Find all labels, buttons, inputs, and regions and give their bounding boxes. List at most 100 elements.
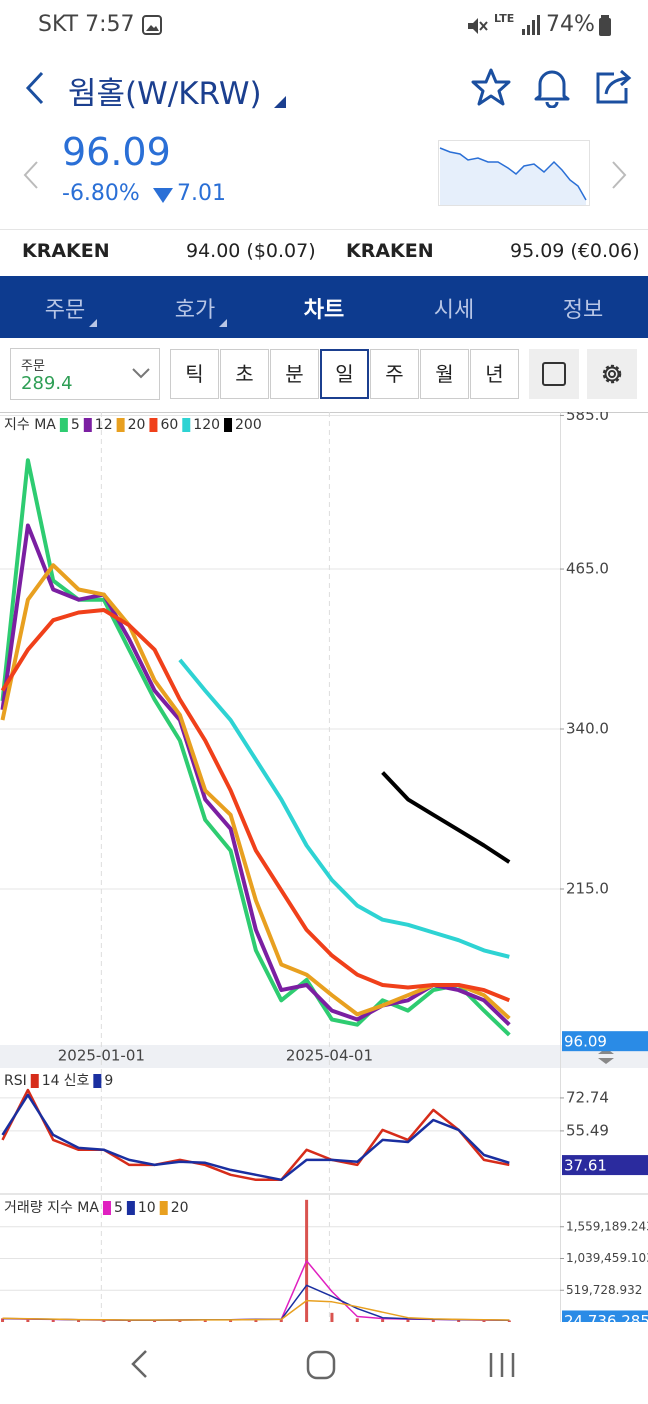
- legend-swatch: [30, 1074, 39, 1088]
- signal-icon: [522, 15, 540, 35]
- current-value-bg: [562, 1155, 648, 1176]
- status-time: SKT 7:57: [38, 12, 135, 37]
- legend-entry: 20: [128, 417, 146, 433]
- legend-swatch: [59, 418, 68, 432]
- legend-entry: 9: [104, 1073, 113, 1089]
- ma-line: [1, 1093, 510, 1182]
- legend-label: RSI: [4, 1073, 27, 1089]
- y-tick-label: 215.0: [566, 879, 609, 897]
- y-tick-label: 1,559,189.243: [566, 1219, 648, 1233]
- ma-line: [0, 563, 511, 1020]
- tab-active[interactable]: 차트: [303, 298, 345, 323]
- nav-recent[interactable]: [488, 1352, 518, 1378]
- volume-bar: [77, 1319, 81, 1322]
- fullscreen-button[interactable]: [529, 349, 579, 399]
- legend-entry: 12: [95, 417, 113, 433]
- back-button[interactable]: [22, 70, 48, 106]
- legend-title: 지수 MA: [4, 417, 56, 433]
- current-value-bg: [562, 1310, 648, 1322]
- volume-bar: [127, 1320, 131, 1322]
- sparkline: [438, 140, 590, 206]
- y-tick-label: 465.0: [566, 560, 609, 578]
- navigation-bar: [0, 1322, 648, 1404]
- ma-line: [0, 608, 511, 1003]
- current-value-box: 37.61: [562, 1155, 648, 1176]
- prev-coin-button[interactable]: [22, 160, 40, 190]
- ma-line: [1, 1088, 510, 1182]
- volume-bar: [26, 1319, 30, 1322]
- period-button[interactable]: 분: [270, 349, 319, 399]
- change-amount: 7.01: [177, 181, 226, 206]
- order-dropdown[interactable]: 주문 289.4: [10, 348, 160, 400]
- legend-entry: 5: [71, 417, 80, 433]
- volume-bar: [381, 1318, 385, 1322]
- exchange-price: 95.09 (€0.06): [510, 240, 640, 262]
- mute-icon: [468, 18, 488, 34]
- dropdown-label: 주문: [21, 359, 45, 374]
- volume-bar: [229, 1319, 233, 1322]
- legend-entry: 20: [171, 1200, 189, 1216]
- network-label: LTE: [494, 12, 515, 25]
- current-value-label: 37.61: [564, 1157, 607, 1175]
- next-coin-button[interactable]: [610, 160, 628, 190]
- divider: [0, 229, 648, 230]
- y-tick-label: 72.74: [566, 1088, 609, 1106]
- chart-area: 585.0 465.0 340.0 215.0 2025-01-01 2025-04-01…: [0, 412, 648, 1322]
- nav-back[interactable]: [128, 1349, 152, 1379]
- ma-line: [2, 1299, 510, 1321]
- exchange-name: KRAKEN: [346, 240, 434, 262]
- title-dropdown-icon[interactable]: [272, 94, 288, 110]
- tab-corner: [89, 319, 97, 327]
- square-icon: [542, 362, 566, 386]
- favorite-button[interactable]: [470, 67, 512, 107]
- nav-home[interactable]: [306, 1350, 336, 1380]
- current-value-box: 96.09: [562, 1031, 648, 1052]
- tab[interactable]: 호가: [174, 298, 216, 323]
- period-button[interactable]: 월: [420, 349, 469, 399]
- page-title[interactable]: 웜홀(W/KRW): [68, 76, 262, 112]
- legend-swatch: [182, 418, 191, 432]
- share-button[interactable]: [594, 66, 634, 106]
- legend-entry: 5: [114, 1200, 123, 1216]
- dropdown-arrow: [132, 368, 150, 379]
- tab[interactable]: 정보: [562, 298, 604, 323]
- volume-bar: [203, 1319, 207, 1322]
- current-value-box: 24,736.285: [562, 1310, 648, 1322]
- y-tick-label: 519,728.932: [566, 1283, 642, 1297]
- volume-bar: [330, 1312, 334, 1322]
- legend-swatch: [224, 418, 233, 432]
- volume-bar: [254, 1318, 258, 1322]
- exchange-price: 94.00 ($0.07): [186, 240, 316, 262]
- legend-entry: 10: [138, 1200, 156, 1216]
- tab[interactable]: 시세: [433, 298, 475, 323]
- period-button[interactable]: 초: [220, 349, 269, 399]
- volume-bar: [279, 1319, 283, 1322]
- dropdown-value: 289.4: [21, 373, 73, 394]
- period-button[interactable]: 년: [470, 349, 519, 399]
- current-price: 96.09: [62, 130, 171, 174]
- settings-button[interactable]: [587, 349, 637, 399]
- legend-entry: 60: [160, 417, 178, 433]
- legend-swatch: [102, 1201, 111, 1215]
- period-button-selected[interactable]: 일: [320, 349, 369, 399]
- legend-label: 신호: [64, 1073, 90, 1089]
- alarm-button[interactable]: [532, 66, 572, 108]
- tab-bar: 주문 호가 차트 시세 정보: [0, 276, 648, 338]
- period-button[interactable]: 주: [370, 349, 419, 399]
- volume-bar: [457, 1319, 461, 1322]
- tab[interactable]: 주문: [44, 298, 86, 323]
- volume-bar: [102, 1320, 106, 1322]
- ma-line: [178, 658, 510, 959]
- gallery-icon: [142, 15, 162, 35]
- legend-entry: 120: [193, 417, 220, 433]
- battery-label: 74%: [546, 12, 595, 37]
- volume-bar: [507, 1320, 511, 1322]
- legend-swatch: [126, 1201, 135, 1215]
- legend-swatch: [149, 418, 158, 432]
- x-tick-label: 2025-04-01: [286, 1047, 373, 1065]
- legend-swatch: [83, 418, 92, 432]
- current-value-bg: [562, 1031, 648, 1052]
- x-tick-label: 2025-01-01: [58, 1047, 145, 1065]
- change-percent: -6.80%: [62, 181, 140, 206]
- period-button[interactable]: 틱: [170, 349, 219, 399]
